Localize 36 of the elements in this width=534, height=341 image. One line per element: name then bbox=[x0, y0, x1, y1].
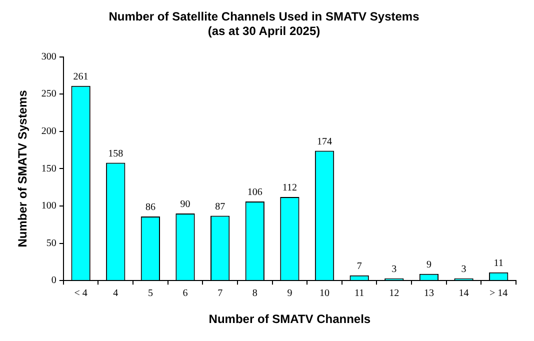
x-tick-label: 11 bbox=[354, 288, 364, 300]
y-tick-label: 100 bbox=[41, 200, 56, 212]
data-label: 7 bbox=[356, 261, 362, 272]
data-label: 112 bbox=[282, 182, 298, 194]
data-label: 3 bbox=[461, 264, 466, 275]
x-tick-label: 9 bbox=[287, 288, 292, 300]
y-tick-label: 300 bbox=[41, 51, 56, 62]
x-tick-label: 6 bbox=[182, 288, 188, 300]
x-tick-label: 14 bbox=[458, 288, 469, 300]
y-tick-label: 150 bbox=[41, 163, 56, 174]
data-label: 87 bbox=[215, 201, 226, 212]
data-label: 9 bbox=[426, 260, 432, 271]
data-label: 11 bbox=[494, 258, 504, 270]
x-tick-label: 13 bbox=[424, 288, 434, 300]
y-axis-title: Number of SMATV Systems bbox=[16, 90, 30, 248]
data-label: 86 bbox=[145, 202, 156, 214]
x-tick-label: 5 bbox=[148, 288, 153, 300]
x-tick-label: 12 bbox=[389, 288, 400, 300]
y-tick-label: 200 bbox=[41, 126, 56, 138]
data-label: 90 bbox=[180, 199, 190, 210]
y-tick-label: 250 bbox=[41, 88, 56, 100]
y-tick-label: 50 bbox=[46, 238, 56, 249]
x-tick-label: 10 bbox=[320, 288, 330, 300]
x-tick-label: < 4 bbox=[74, 288, 88, 300]
y-tick-label: 0 bbox=[51, 275, 56, 286]
data-label: 261 bbox=[73, 72, 88, 83]
x-tick-label: 7 bbox=[218, 288, 223, 300]
chart-title: Number of Satellite Channels Used in SMATV Systems (as at 30 April 2025) bbox=[108, 10, 420, 38]
data-label: 174 bbox=[317, 136, 332, 148]
x-tick-label: > 14 bbox=[490, 288, 508, 300]
x-tick-label: 8 bbox=[252, 288, 258, 300]
data-label: 3 bbox=[392, 264, 397, 275]
x-tick-label: 4 bbox=[113, 288, 118, 300]
data-label: 158 bbox=[108, 148, 124, 160]
x-axis-title: Number of SMATV Channels bbox=[208, 312, 371, 326]
data-label: 106 bbox=[247, 187, 262, 198]
